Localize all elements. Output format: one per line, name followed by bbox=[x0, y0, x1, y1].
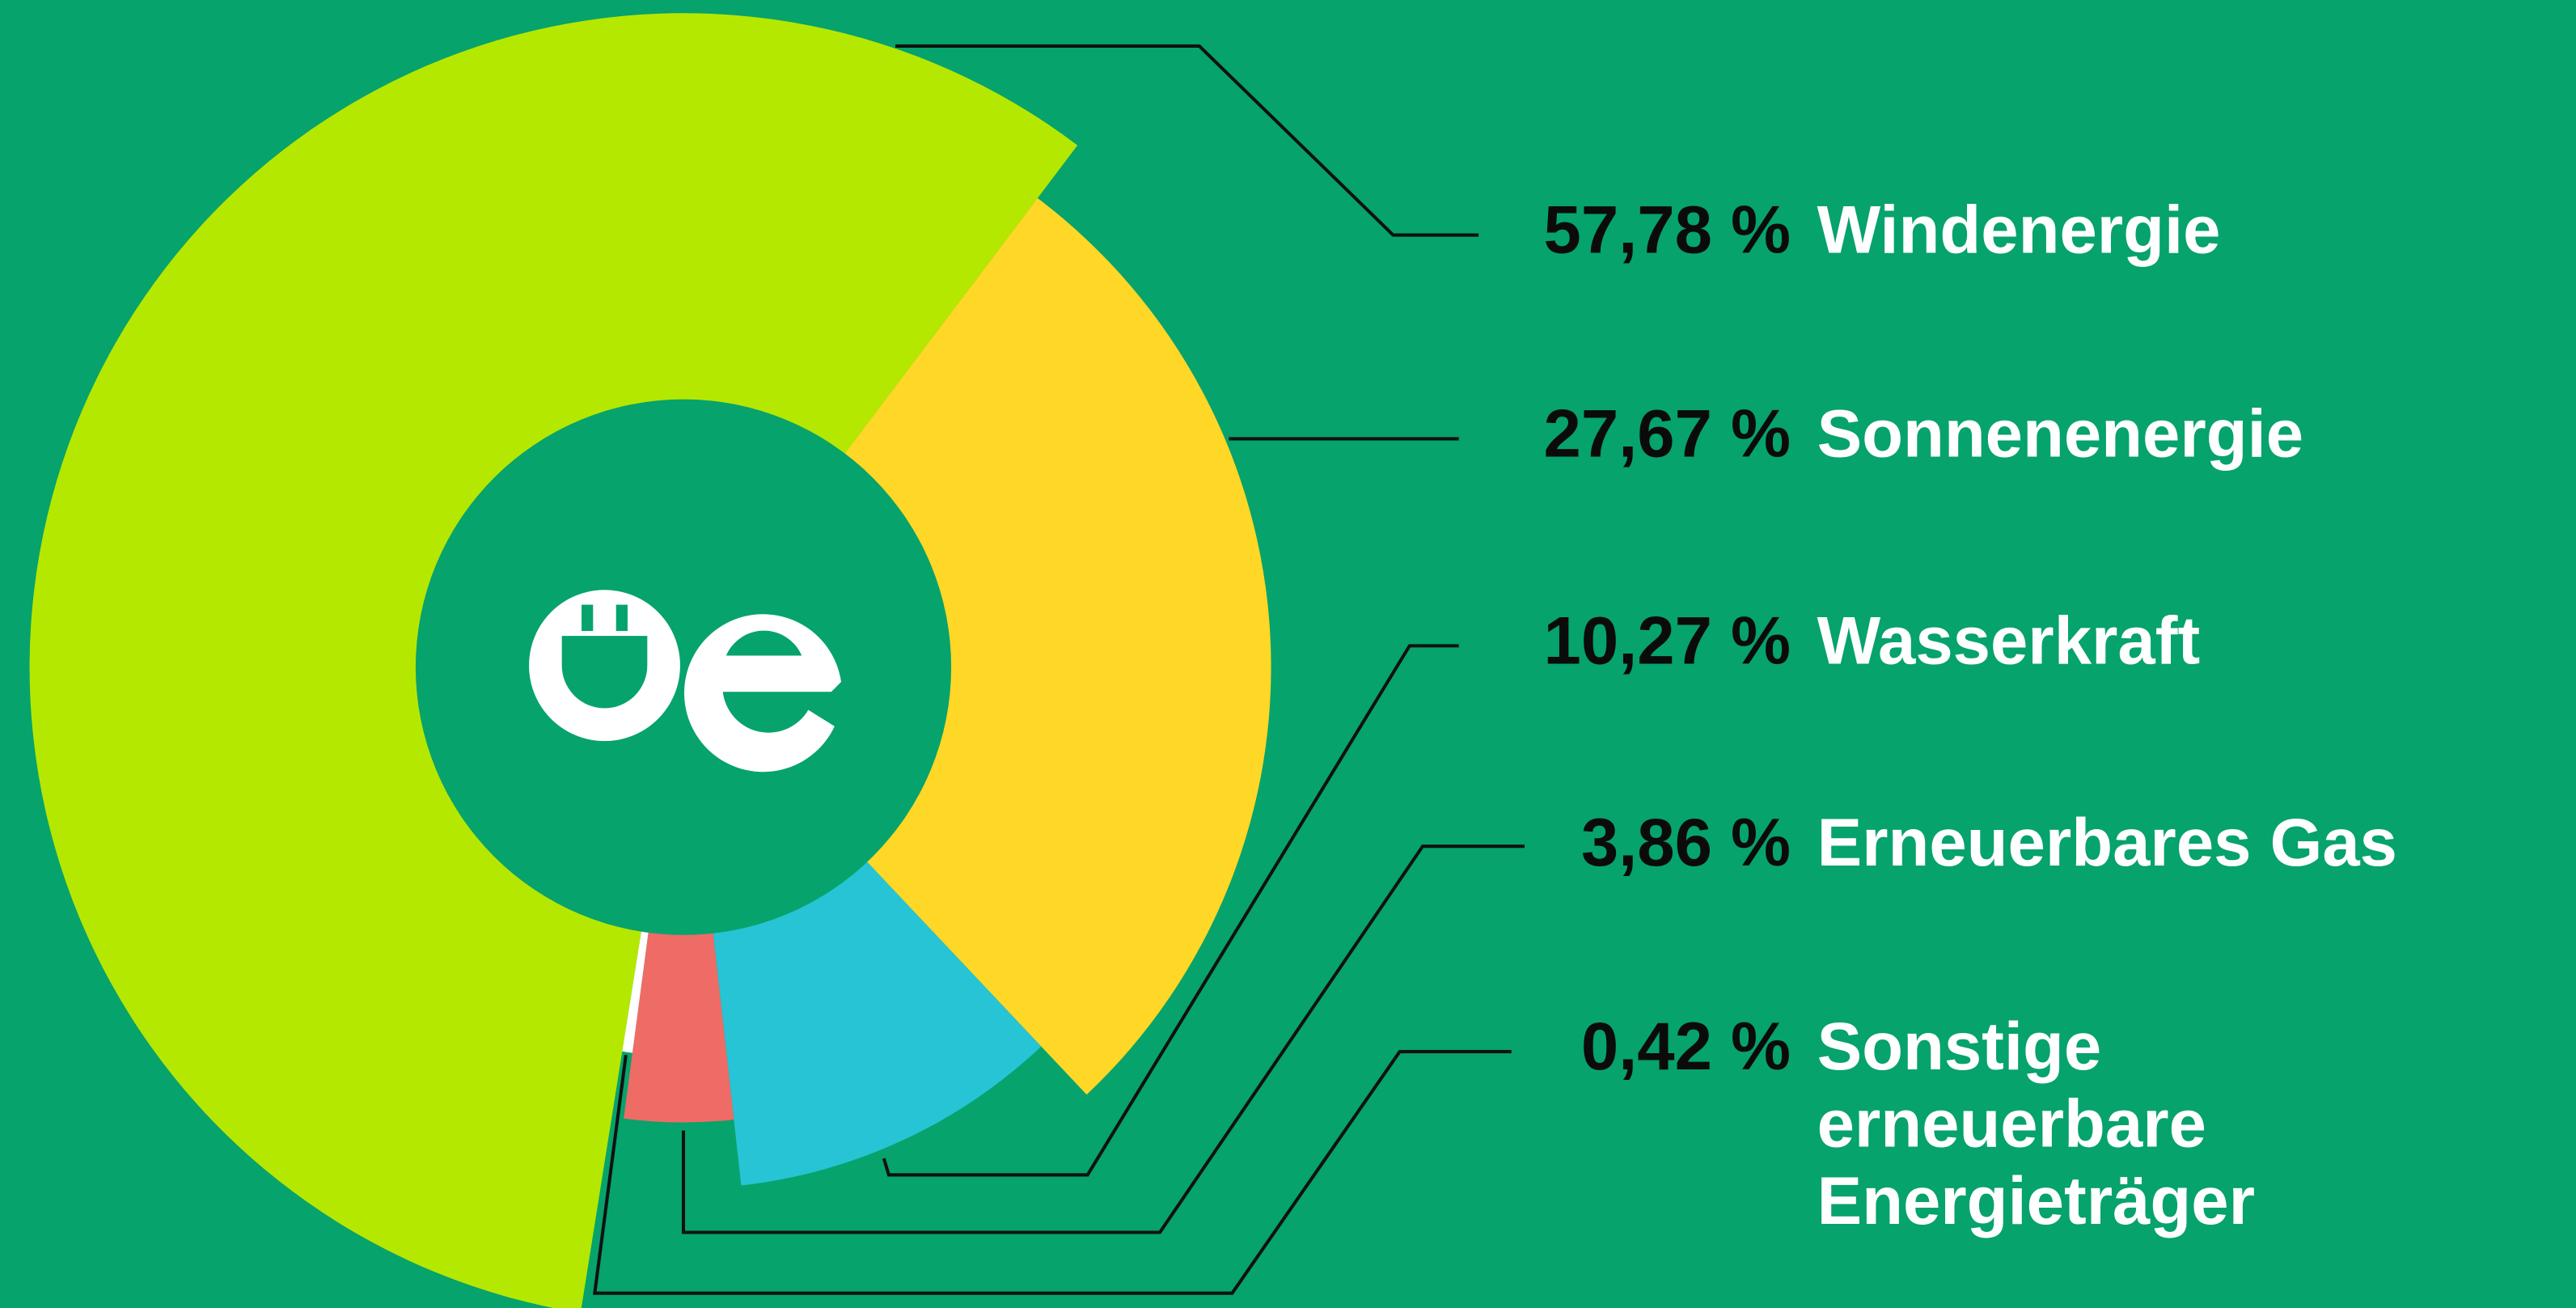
category-label-line: Energieträger bbox=[1817, 1163, 2255, 1238]
category-label: Sonnenenergie bbox=[1817, 396, 2303, 471]
value-label: 27,67 % bbox=[1544, 396, 1791, 471]
leader-line bbox=[592, 1050, 1512, 1295]
category-label: Erneuerbares Gas bbox=[1817, 805, 2397, 880]
category-label: Wasserkraft bbox=[1817, 603, 2201, 678]
center-hole bbox=[415, 399, 952, 935]
category-label-line: erneuerbare bbox=[1817, 1086, 2206, 1162]
logo-pin bbox=[615, 604, 628, 632]
logo bbox=[529, 590, 841, 773]
category-label-line: Sonstige bbox=[1817, 1009, 2102, 1084]
leader-line bbox=[882, 644, 1459, 1177]
leader-line bbox=[895, 44, 1479, 237]
category-label: Windenergie bbox=[1817, 193, 2221, 268]
logo-pin bbox=[582, 604, 594, 632]
value-label: 0,42 % bbox=[1581, 1009, 1791, 1084]
pie-slice bbox=[683, 197, 1271, 1095]
value-label: 10,27 % bbox=[1544, 603, 1791, 678]
category-label: Sonstige erneuerbare Energieträger bbox=[1817, 1009, 2255, 1238]
value-label: 57,78 % bbox=[1544, 193, 1791, 268]
leader-line bbox=[681, 844, 1525, 1234]
leader-lines bbox=[592, 44, 1525, 1295]
labels: 57,78 % Windenergie 27,67 % Sonnenenergie 10… bbox=[1544, 193, 2397, 1238]
logo-e bbox=[683, 614, 841, 773]
logo-o bbox=[529, 590, 680, 742]
value-label: 3,86 % bbox=[1581, 805, 1791, 880]
